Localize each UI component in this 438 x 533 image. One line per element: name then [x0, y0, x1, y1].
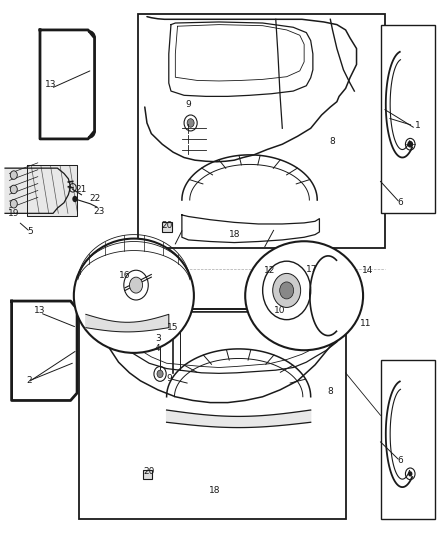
Bar	[381, 25, 435, 213]
Circle shape	[280, 282, 293, 299]
Circle shape	[72, 196, 78, 202]
Circle shape	[408, 142, 413, 147]
Text: 13: 13	[45, 80, 57, 89]
Text: 21: 21	[76, 185, 87, 194]
Circle shape	[11, 185, 17, 193]
Bar	[162, 222, 172, 232]
Text: 18: 18	[209, 486, 220, 495]
Polygon shape	[27, 165, 77, 216]
Text: 19: 19	[8, 209, 20, 218]
Text: 23: 23	[93, 207, 105, 216]
Text: 6: 6	[397, 198, 403, 207]
Text: 20: 20	[161, 221, 172, 230]
Text: 5: 5	[28, 228, 33, 237]
Text: 4: 4	[155, 344, 161, 353]
Text: 14: 14	[362, 266, 373, 274]
Text: 8: 8	[330, 137, 336, 146]
Circle shape	[130, 277, 143, 293]
Circle shape	[11, 199, 17, 208]
Text: 11: 11	[360, 319, 371, 328]
Polygon shape	[12, 301, 77, 400]
Bar	[138, 14, 385, 248]
Text: 13: 13	[34, 305, 46, 314]
Text: 6: 6	[397, 456, 403, 465]
Text: 3: 3	[155, 334, 161, 343]
Circle shape	[408, 471, 413, 477]
Text: 8: 8	[328, 387, 333, 396]
Polygon shape	[40, 30, 95, 139]
Text: 10: 10	[274, 305, 286, 314]
Bar	[79, 309, 346, 519]
Text: 1: 1	[415, 121, 420, 130]
Text: 15: 15	[167, 323, 179, 332]
Ellipse shape	[74, 239, 194, 353]
Ellipse shape	[245, 241, 363, 350]
Text: 9: 9	[166, 374, 172, 383]
Text: 20: 20	[144, 467, 155, 475]
Text: 9: 9	[186, 100, 191, 109]
Text: 18: 18	[229, 230, 240, 239]
Polygon shape	[5, 168, 71, 213]
Polygon shape	[86, 314, 169, 332]
Text: 17: 17	[306, 265, 318, 273]
Text: 2: 2	[26, 376, 32, 385]
Circle shape	[157, 370, 163, 377]
Bar	[381, 360, 435, 519]
Text: 12: 12	[264, 266, 275, 275]
Circle shape	[11, 171, 17, 179]
Circle shape	[187, 119, 194, 127]
Text: 22: 22	[89, 195, 100, 204]
Bar	[143, 470, 152, 479]
Text: 16: 16	[120, 271, 131, 280]
Polygon shape	[166, 410, 311, 427]
Circle shape	[273, 273, 300, 308]
